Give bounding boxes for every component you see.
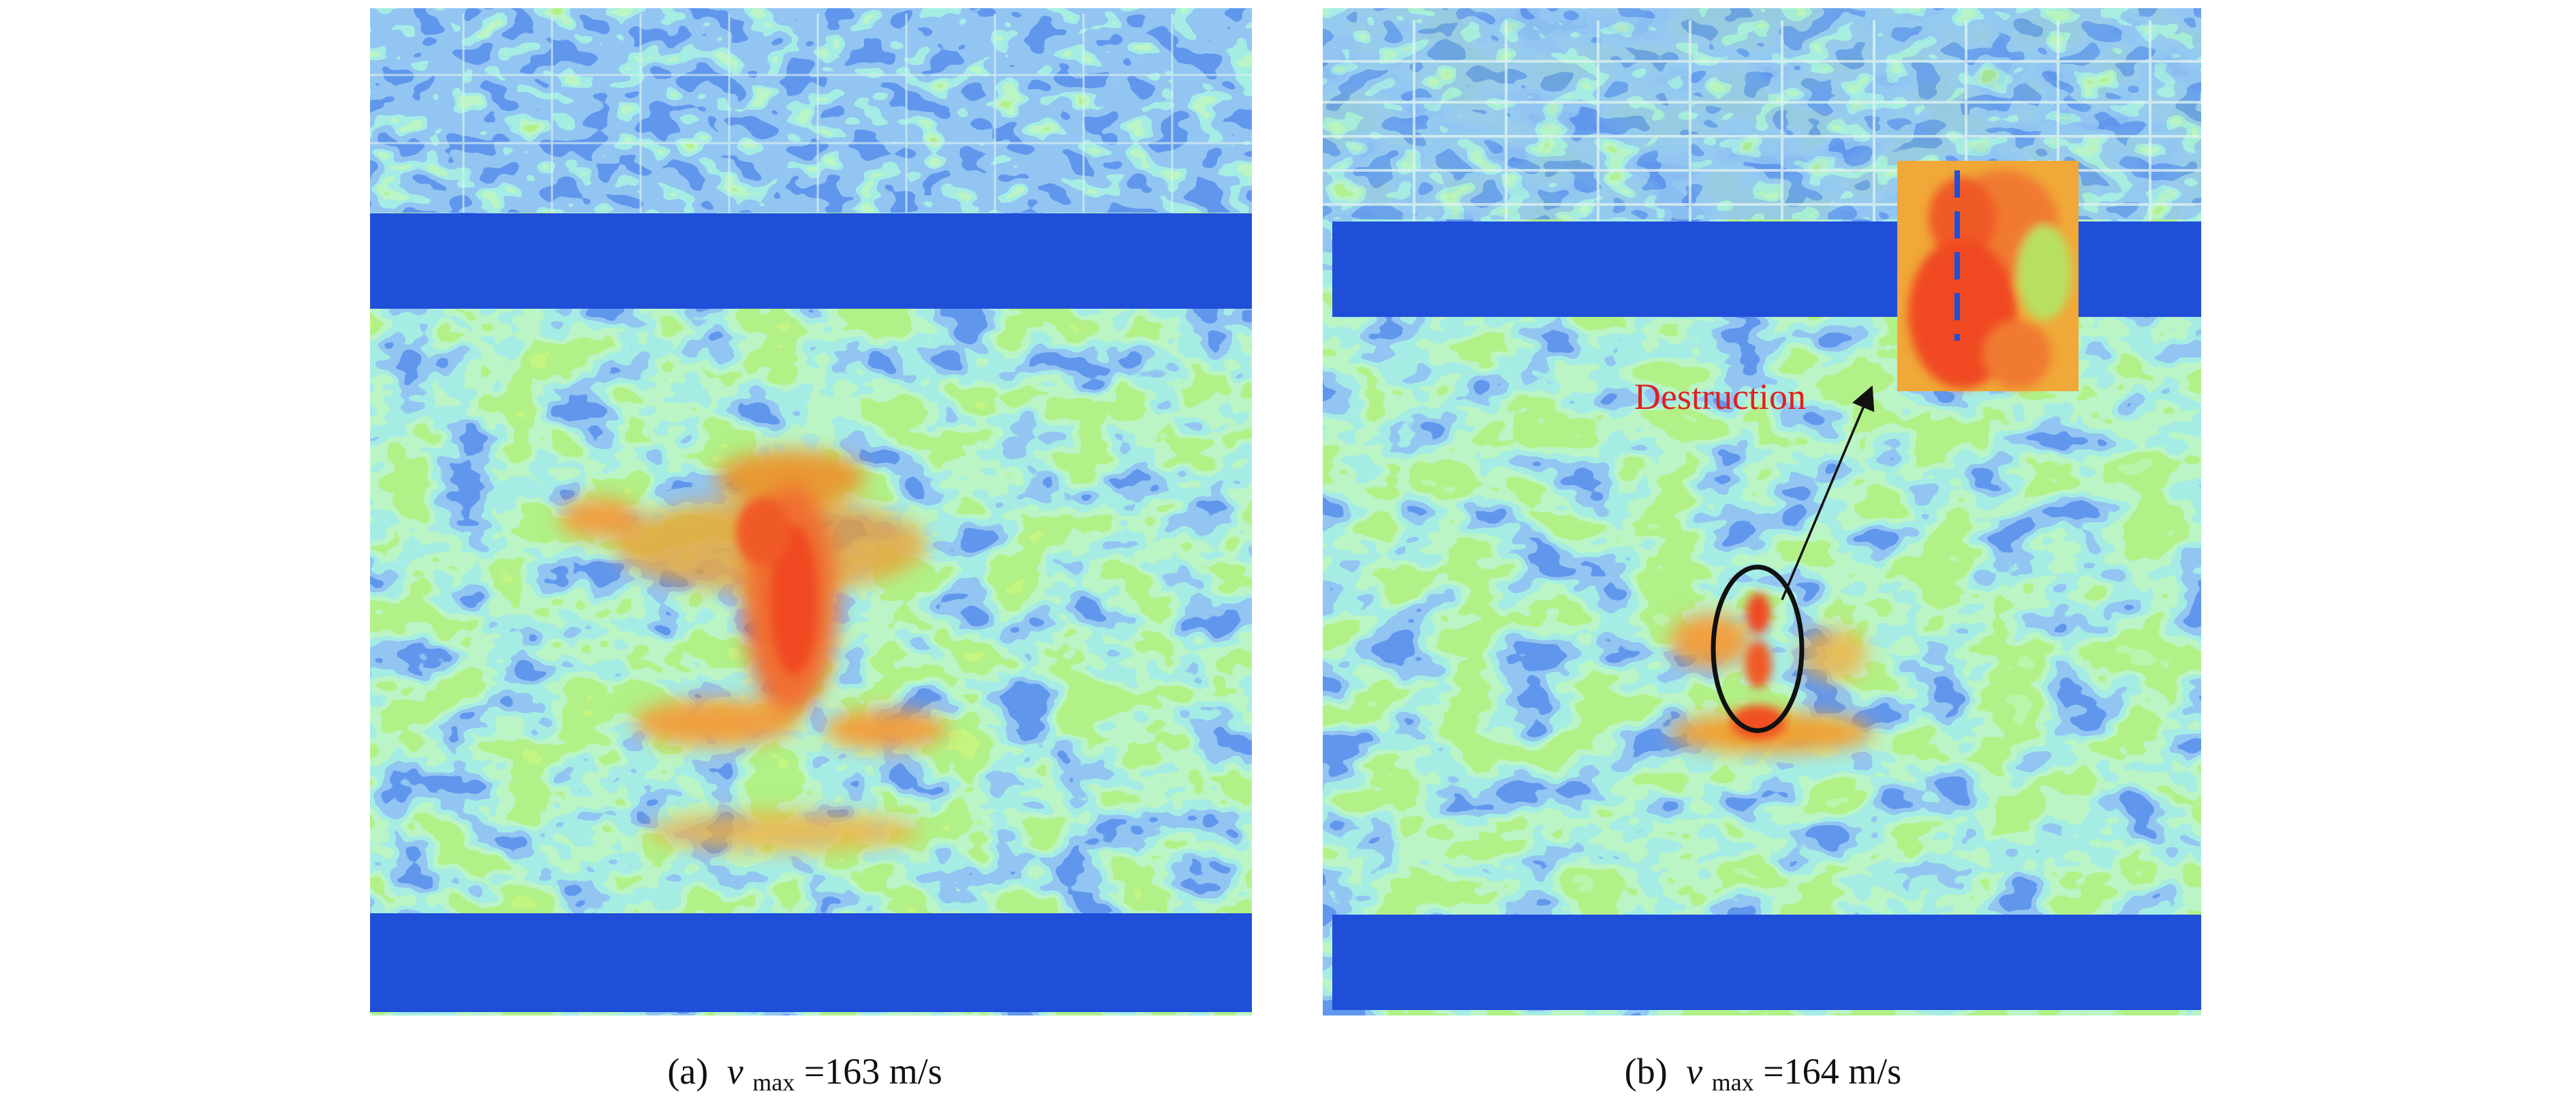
inset: [1897, 161, 2079, 391]
annotation-arrow: [1781, 385, 1875, 600]
structure-grid: [1323, 20, 2201, 221]
caption-label: (a): [667, 1051, 708, 1092]
annotation: Destruction: [1634, 376, 1806, 417]
caption-subscript: max: [752, 1069, 795, 1096]
flange-bottom: [1332, 915, 2201, 1010]
caption-label: (b): [1625, 1051, 1668, 1092]
caption: (b) v max =164 m/s: [1625, 1051, 1901, 1099]
contour-top: [370, 8, 1252, 213]
caption-value: =164 m/s: [1763, 1051, 1901, 1092]
caption: (a) v max =163 m/s: [667, 1051, 942, 1099]
highlight-ellipse: [1711, 564, 1805, 733]
caption-symbol: v: [1686, 1051, 1702, 1092]
flange-bottom: [370, 913, 1252, 1012]
caption-subscript: max: [1712, 1069, 1754, 1096]
caption-value: =163 m/s: [804, 1051, 942, 1092]
flange-top: [370, 213, 1252, 309]
structure-grid: [370, 14, 1252, 213]
panel-b: Destruction: [1323, 8, 2201, 1015]
panel-a: [370, 8, 1252, 1015]
caption-symbol: v: [727, 1051, 743, 1092]
